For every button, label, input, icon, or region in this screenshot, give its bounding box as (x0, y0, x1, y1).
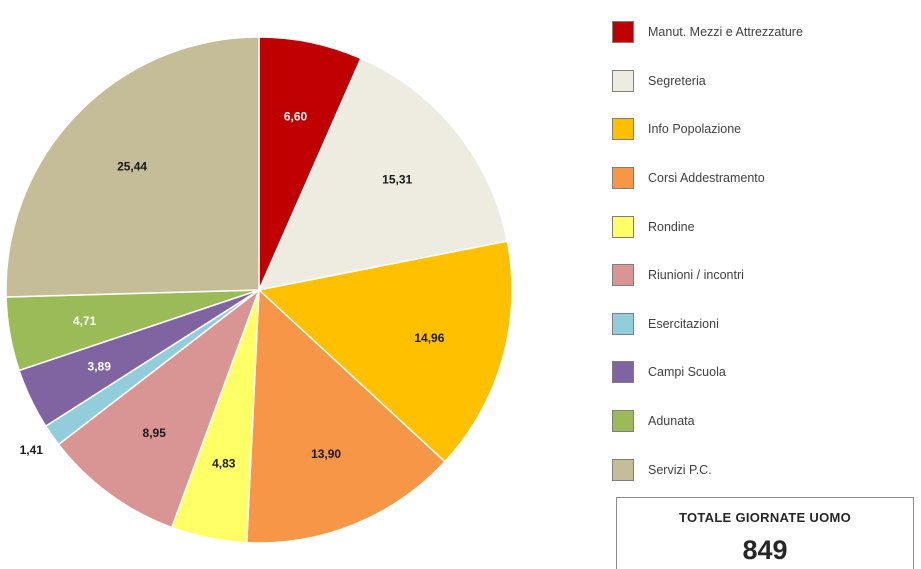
data-label-info-popolazione: 14,96 (414, 331, 444, 345)
data-label-esercitazioni: 1,41 (20, 443, 44, 457)
total-value: 849 (742, 535, 788, 565)
legend-swatch (612, 167, 634, 190)
data-label-segreteria: 15,31 (382, 172, 412, 186)
slice-segreteria (257, 57, 509, 292)
slice-servizi-p-c (5, 36, 260, 298)
data-label-riunioni-incontri: 8,95 (143, 426, 167, 440)
total-box: TOTALE GIORNATE UOMO 849 (616, 497, 914, 569)
legend-swatch (612, 118, 634, 141)
total-title: TOTALE GIORNATE UOMO (678, 510, 852, 525)
legend-swatch (612, 361, 634, 384)
legend: Manut. Mezzi e Attrezzature Segreteria Inf… (612, 8, 803, 494)
legend-item-corsi-addestramento: Corsi Addestramento (612, 154, 803, 203)
slice-corsi-addestramento (245, 288, 446, 544)
data-label-manut-mezzi-e-attrezzature: 6,60 (284, 110, 308, 124)
legend-item-campi-scuola: Campi Scuola (612, 348, 803, 397)
legend-label: Esercitazioni (648, 316, 719, 331)
legend-item-esercitazioni: Esercitazioni (612, 300, 803, 349)
data-label-rondine: 4,83 (212, 457, 236, 471)
legend-item-info-popolazione: Info Popolazione (612, 105, 803, 154)
pie-data-labels: 6,60 15,31 14,96 13,90 4,83 8,95 1,41 3,89 4,71 2… (20, 110, 445, 471)
legend-item-manut-mezzi-e-attrezzature: Manut. Mezzi e Attrezzature (612, 8, 803, 57)
legend-label: Rondine (648, 219, 695, 234)
legend-swatch (612, 264, 634, 287)
legend-swatch (612, 410, 634, 433)
data-label-corsi-addestramento: 13,90 (311, 447, 341, 461)
legend-label: Servizi P.C. (648, 462, 712, 477)
legend-label: Corsi Addestramento (648, 171, 765, 186)
legend-swatch (612, 69, 634, 92)
pie-chart: 6,60 15,31 14,96 13,90 4,83 8,95 1,41 3,89 4,71 2… (5, 36, 513, 544)
legend-label: Info Popolazione (648, 122, 742, 137)
legend-swatch (612, 21, 634, 44)
legend-label: Manut. Mezzi e Attrezzature (648, 25, 803, 40)
data-label-servizi-p-c: 25,44 (117, 160, 147, 174)
legend-item-adunata: Adunata (612, 397, 803, 446)
legend-item-riunioni-incontri: Riunioni / incontri (612, 251, 803, 300)
slice-riunioni-incontri (57, 287, 261, 529)
data-label-adunata: 4,71 (73, 314, 97, 328)
legend-item-servizi-p-c: Servizi P.C. (612, 445, 803, 494)
slice-info-popolazione (257, 240, 513, 463)
data-label-campi-scuola: 3,89 (88, 359, 112, 373)
legend-swatch (612, 312, 634, 335)
legend-label: Riunioni / incontri (648, 268, 744, 283)
legend-label: Campi Scuola (648, 365, 726, 380)
legend-item-rondine: Rondine (612, 202, 803, 251)
legend-item-segreteria: Segreteria (612, 57, 803, 106)
legend-label: Adunata (648, 414, 695, 429)
legend-label: Segreteria (648, 73, 706, 88)
legend-swatch (612, 215, 634, 238)
legend-swatch (612, 458, 634, 481)
pie-slices (5, 36, 513, 544)
